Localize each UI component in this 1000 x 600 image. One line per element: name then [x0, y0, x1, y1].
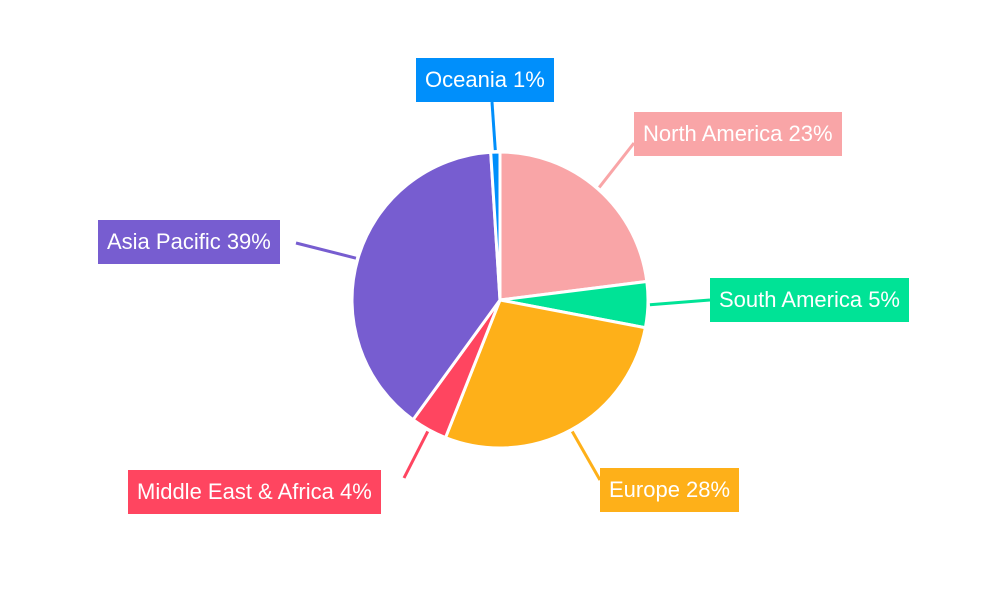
slice-label-middle-east-africa: Middle East & Africa 4% — [128, 470, 381, 514]
leader-line — [598, 142, 636, 189]
slice-label-south-america: South America 5% — [710, 278, 909, 322]
slice-label-asia-pacific: Asia Pacific 39% — [98, 220, 280, 264]
leader-line — [570, 430, 602, 481]
slice-label-europe: Europe 28% — [600, 468, 740, 512]
slice-label-north-america: North America 23% — [634, 112, 842, 156]
pie-slice-asia-pacific — [350, 150, 502, 422]
pie-slice-europe — [443, 298, 648, 450]
slice-label-oceania: Oceania 1% — [416, 58, 554, 102]
leader-line — [402, 430, 430, 479]
leader-line — [490, 101, 497, 151]
pie-slice-oceania — [489, 150, 502, 301]
leader-line — [295, 241, 357, 260]
pie-slice-north-america — [498, 150, 649, 302]
leader-line — [649, 298, 711, 307]
